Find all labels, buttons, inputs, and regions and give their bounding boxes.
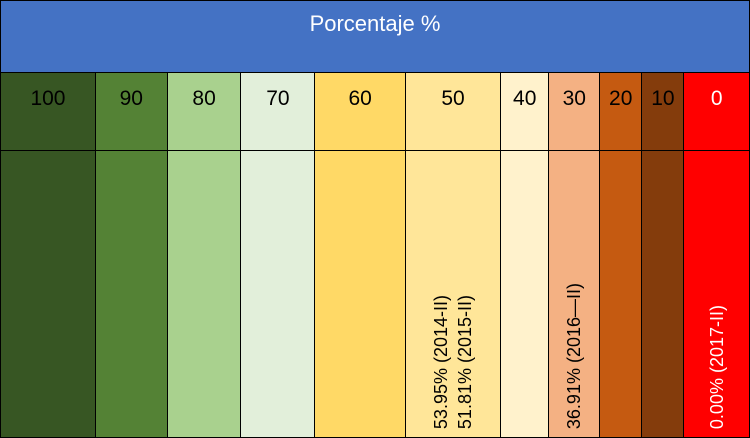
scale-label-0: 0 [683,72,750,151]
scale-label-20: 20 [599,72,643,151]
scale-cell-90 [94,150,168,438]
scale-label-100: 100 [0,72,96,151]
scale-label-80: 80 [166,72,242,151]
scale-label-60: 60 [314,72,407,151]
scale-cell-40 [499,150,550,438]
scale-label-10: 10 [641,72,685,151]
scale-cell-60 [314,150,407,438]
value-text-50: 53.95% (2014-II) 51.81% (2015-II) [431,294,475,429]
scale-cell-0: 0.00% (2017-II) [683,150,750,438]
scale-label-40: 40 [499,72,550,151]
scale-cell-70 [240,150,316,438]
scale-label-70: 70 [240,72,316,151]
scale-label-50: 50 [405,72,501,151]
scale-cell-20 [599,150,643,438]
table-title: Porcentaje % [0,0,750,73]
scale-cell-80 [166,150,242,438]
scale-cell-50: 53.95% (2014-II) 51.81% (2015-II) [405,150,501,438]
scale-cell-30: 36.91% (2016—II) [548,150,601,438]
scale-label-90: 90 [94,72,168,151]
value-text-30: 36.91% (2016—II) [564,282,585,429]
scale-cell-100 [0,150,96,438]
scale-cell-10 [641,150,685,438]
scale-label-30: 30 [548,72,601,151]
value-text-0: 0.00% (2017-II) [706,304,727,429]
